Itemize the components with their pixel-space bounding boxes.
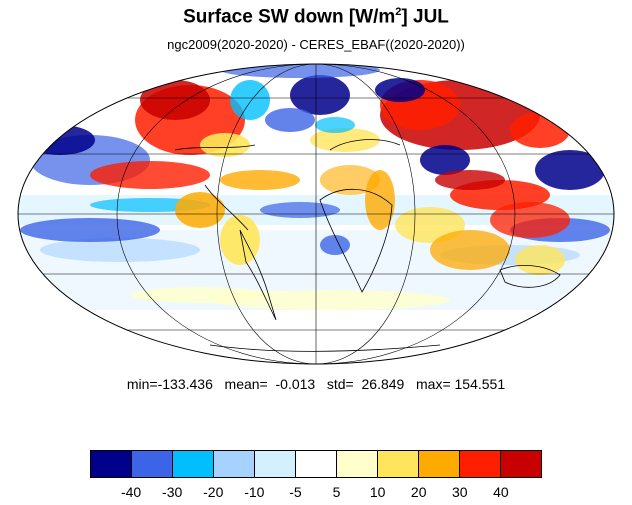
colorbar-swatch	[214, 451, 255, 477]
colorbar-swatch	[460, 451, 501, 477]
colorbar-swatch	[419, 451, 460, 477]
colorbar-swatch	[91, 451, 132, 477]
colorbar-swatch	[296, 451, 337, 477]
colorbar-tick-label: -40	[120, 484, 142, 500]
colorbar-tick-label: -20	[203, 484, 224, 500]
colorbar-swatch	[337, 451, 378, 477]
colorbar-tick-label: 30	[452, 484, 468, 500]
colorbar-swatch	[501, 451, 541, 477]
colorbar-tick-label: -10	[244, 484, 265, 500]
colorbar-swatch	[378, 451, 419, 477]
colorbar-tick-label: 40	[493, 484, 509, 500]
colorbar-tick-label: 10	[369, 484, 386, 500]
colorbar-tick-label: -30	[162, 484, 183, 500]
coastlines	[174, 139, 561, 352]
colorbar-swatch	[132, 451, 173, 477]
map-border	[17, 63, 615, 365]
plot-subtitle: ngc2009(2020-2020) - CERES_EBAF((2020-20…	[167, 37, 465, 52]
colorbar-tick-label: -5	[289, 484, 302, 500]
colorbar-swatch	[173, 451, 214, 477]
colorbar-labels: -40 -30 -20 -10 -5 5 10 20 30 40	[90, 484, 542, 502]
colorbar-swatch	[255, 451, 296, 477]
colorbar-tick-label: 20	[410, 484, 427, 500]
colorbar-tick-label: 5	[332, 484, 341, 500]
plot-title: Surface SW down [W/m2] JUL	[183, 6, 449, 28]
statistics-line: min=-133.436 mean= -0.013 std= 26.849 ma…	[126, 376, 506, 392]
colorbar	[90, 450, 542, 478]
